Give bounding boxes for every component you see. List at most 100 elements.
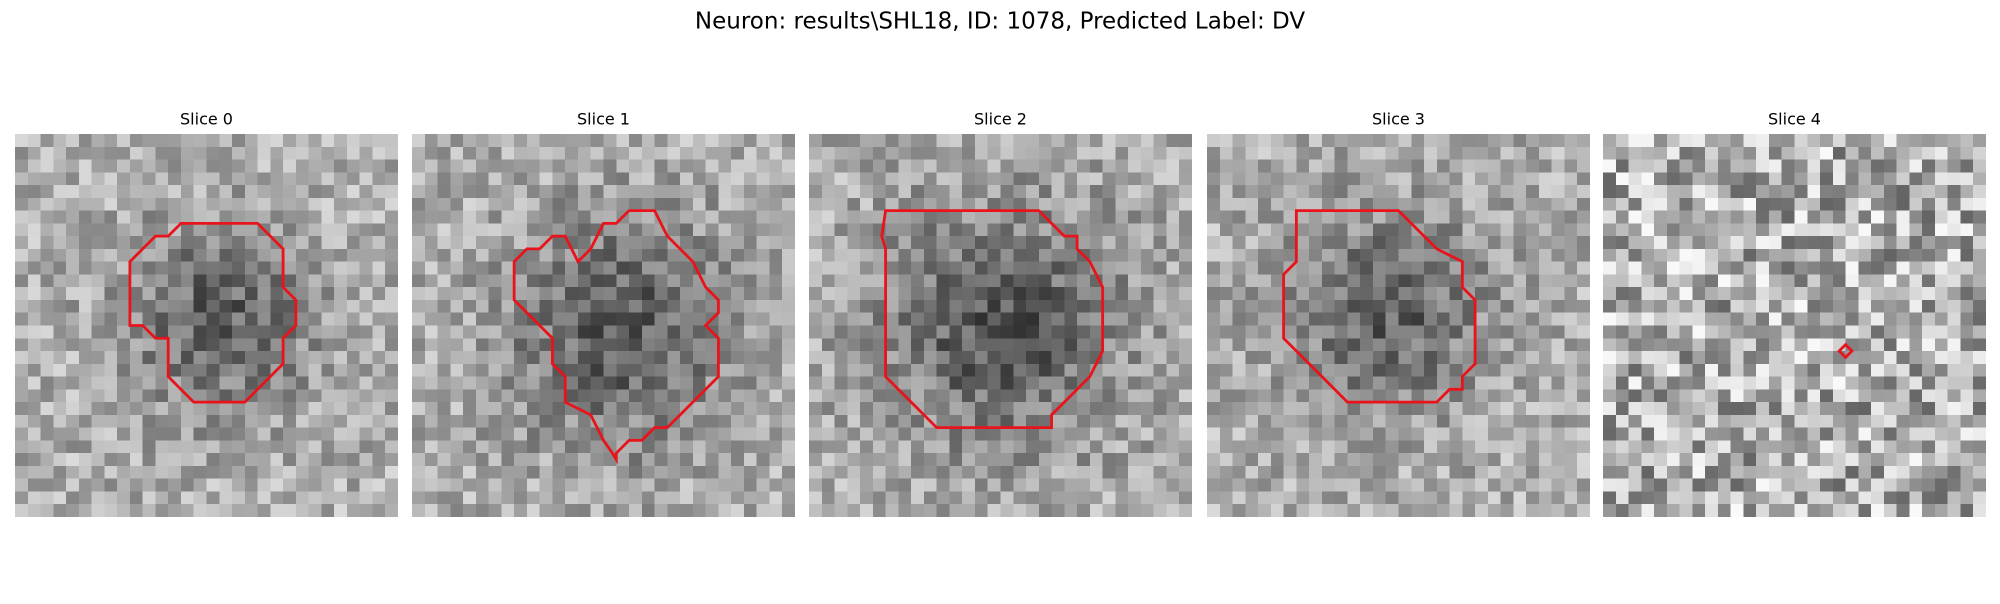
pixel xyxy=(565,504,579,517)
pixel xyxy=(1768,402,1782,416)
pixel xyxy=(1232,134,1246,148)
pixel xyxy=(1102,338,1116,352)
pixel xyxy=(1883,351,1897,365)
pixel xyxy=(1666,465,1680,479)
pixel xyxy=(1026,287,1040,301)
pixel xyxy=(731,427,745,441)
pixel xyxy=(1513,414,1527,428)
pixel xyxy=(1334,325,1348,339)
pixel xyxy=(257,453,271,467)
pixel xyxy=(847,159,861,173)
pixel xyxy=(1692,465,1706,479)
pixel xyxy=(1449,236,1463,250)
pixel xyxy=(1424,478,1438,492)
pixel xyxy=(334,338,348,352)
pixel xyxy=(1140,440,1154,454)
pixel xyxy=(193,427,207,441)
pixel xyxy=(667,172,681,186)
pixel xyxy=(1858,376,1872,390)
pixel xyxy=(372,491,386,505)
pixel xyxy=(206,185,220,199)
pixel xyxy=(155,389,169,403)
pixel xyxy=(1564,338,1578,352)
pixel xyxy=(1000,159,1014,173)
pixel xyxy=(552,172,566,186)
pixel xyxy=(463,325,477,339)
pixel xyxy=(1794,504,1808,517)
pixel xyxy=(168,389,182,403)
pixel xyxy=(1538,427,1552,441)
pixel xyxy=(359,363,373,377)
pixel xyxy=(898,465,912,479)
pixel xyxy=(1309,146,1323,160)
pixel xyxy=(923,504,937,517)
pixel xyxy=(1973,351,1986,365)
pixel xyxy=(641,299,655,313)
pixel xyxy=(334,299,348,313)
pixel xyxy=(1232,504,1246,517)
pixel xyxy=(346,274,360,288)
pixel xyxy=(232,312,246,326)
pixel xyxy=(1717,338,1731,352)
pixel xyxy=(1883,312,1897,326)
pixel xyxy=(463,338,477,352)
pixel xyxy=(155,402,169,416)
pixel xyxy=(1717,363,1731,377)
pixel xyxy=(1871,491,1885,505)
pixel xyxy=(1794,363,1808,377)
pixel xyxy=(359,338,373,352)
pixel xyxy=(66,146,80,160)
pixel xyxy=(1475,325,1489,339)
pixel xyxy=(898,223,912,237)
pixel xyxy=(1153,210,1167,224)
pixel xyxy=(1102,414,1116,428)
pixel xyxy=(1922,478,1936,492)
pixel xyxy=(962,159,976,173)
pixel xyxy=(1551,299,1565,313)
pixel xyxy=(718,465,732,479)
pixel xyxy=(769,402,783,416)
pixel xyxy=(1526,134,1540,148)
pixel xyxy=(1166,287,1180,301)
pixel xyxy=(834,325,848,339)
pixel xyxy=(1922,465,1936,479)
pixel xyxy=(731,363,745,377)
pixel xyxy=(1000,274,1014,288)
pixel xyxy=(1064,134,1078,148)
pixel xyxy=(1013,376,1027,390)
pixel xyxy=(1424,299,1438,313)
pixel xyxy=(1372,363,1386,377)
pixel xyxy=(372,146,386,160)
pixel xyxy=(1832,440,1846,454)
pixel xyxy=(769,312,783,326)
pixel xyxy=(1730,197,1744,211)
pixel xyxy=(1615,248,1629,262)
pixel xyxy=(1000,363,1014,377)
pixel xyxy=(705,465,719,479)
pixel xyxy=(526,261,540,275)
pixel xyxy=(1232,223,1246,237)
pixel xyxy=(78,376,92,390)
pixel xyxy=(1372,197,1386,211)
pixel xyxy=(1128,287,1142,301)
pixel xyxy=(1051,389,1065,403)
pixel xyxy=(577,287,591,301)
pixel xyxy=(641,338,655,352)
pixel xyxy=(1513,261,1527,275)
pixel xyxy=(1960,427,1974,441)
pixel xyxy=(66,185,80,199)
pixel xyxy=(1832,453,1846,467)
pixel xyxy=(1768,376,1782,390)
pixel xyxy=(1166,414,1180,428)
pixel xyxy=(834,389,848,403)
pixel xyxy=(1385,223,1399,237)
pixel xyxy=(872,478,886,492)
pixel xyxy=(743,287,757,301)
pixel xyxy=(283,185,297,199)
pixel xyxy=(1500,236,1514,250)
pixel xyxy=(385,261,398,275)
pixel xyxy=(1475,312,1489,326)
pixel xyxy=(1934,351,1948,365)
contour xyxy=(128,221,298,404)
pixel xyxy=(1077,338,1091,352)
